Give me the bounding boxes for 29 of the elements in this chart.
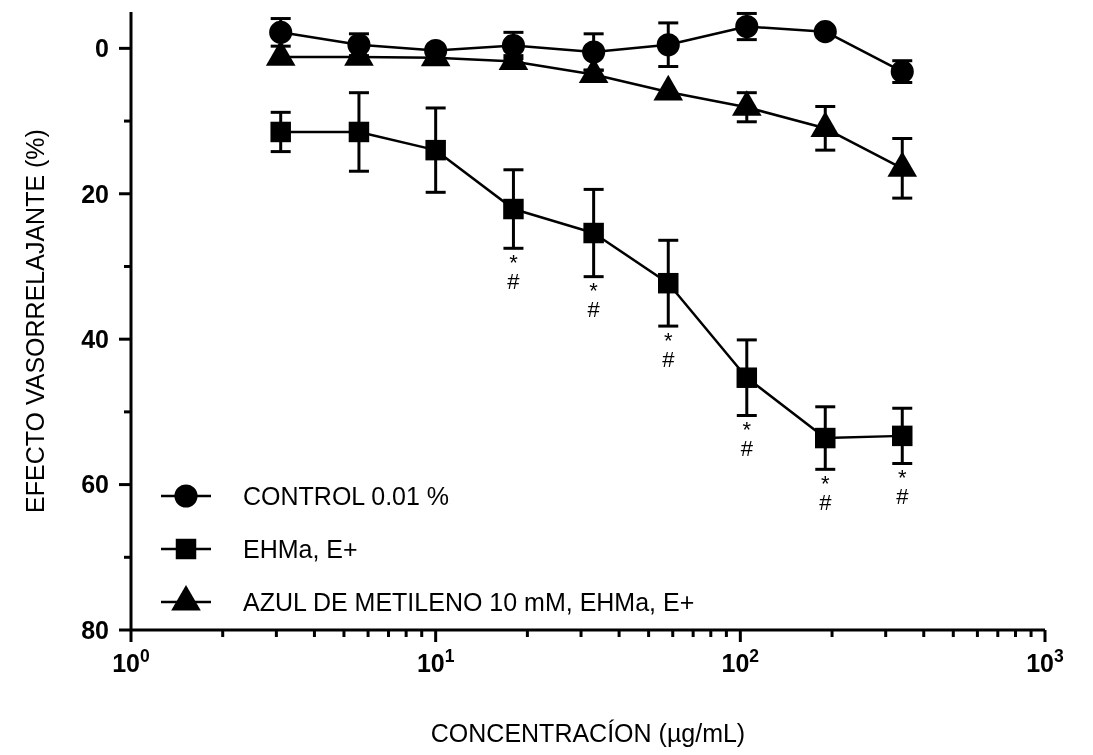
legend-label: CONTROL 0.01 % xyxy=(243,481,450,510)
y-tick-label: 0 xyxy=(95,34,109,63)
point xyxy=(815,427,836,449)
point xyxy=(736,367,758,388)
x-tick-label: 10$^{1}$ xyxy=(416,646,455,677)
legend-label: EHMa, E+ xyxy=(243,534,358,563)
point xyxy=(425,139,446,161)
y-axis-title: EFECTO VASORRELAJANTE (%) xyxy=(21,129,49,513)
y-tick-label: 20 xyxy=(81,179,109,208)
annotation: # xyxy=(587,297,601,323)
y-tick-label: 60 xyxy=(81,470,109,499)
annotation: # xyxy=(819,490,833,516)
legend-label: AZUL DE METILENO 10 mM, EHMa, E+ xyxy=(243,587,695,616)
x-tick-label: 10$^{2}$ xyxy=(721,646,760,677)
point xyxy=(270,121,291,143)
point xyxy=(892,425,913,447)
point xyxy=(348,121,370,143)
point xyxy=(656,33,680,57)
x-tick-label: 10$^{3}$ xyxy=(1026,646,1065,677)
x-axis-title: CONCENTRACÍON (µg/mL) xyxy=(430,719,746,747)
x-tick-label: 10$^{0}$ xyxy=(112,646,151,677)
annotation: # xyxy=(896,484,910,510)
point xyxy=(503,198,524,220)
point xyxy=(658,272,679,294)
point xyxy=(813,20,837,44)
annotation: # xyxy=(740,436,754,462)
y-tick-label: 80 xyxy=(81,615,109,644)
y-tick-label: 40 xyxy=(81,324,109,353)
point xyxy=(583,222,604,244)
